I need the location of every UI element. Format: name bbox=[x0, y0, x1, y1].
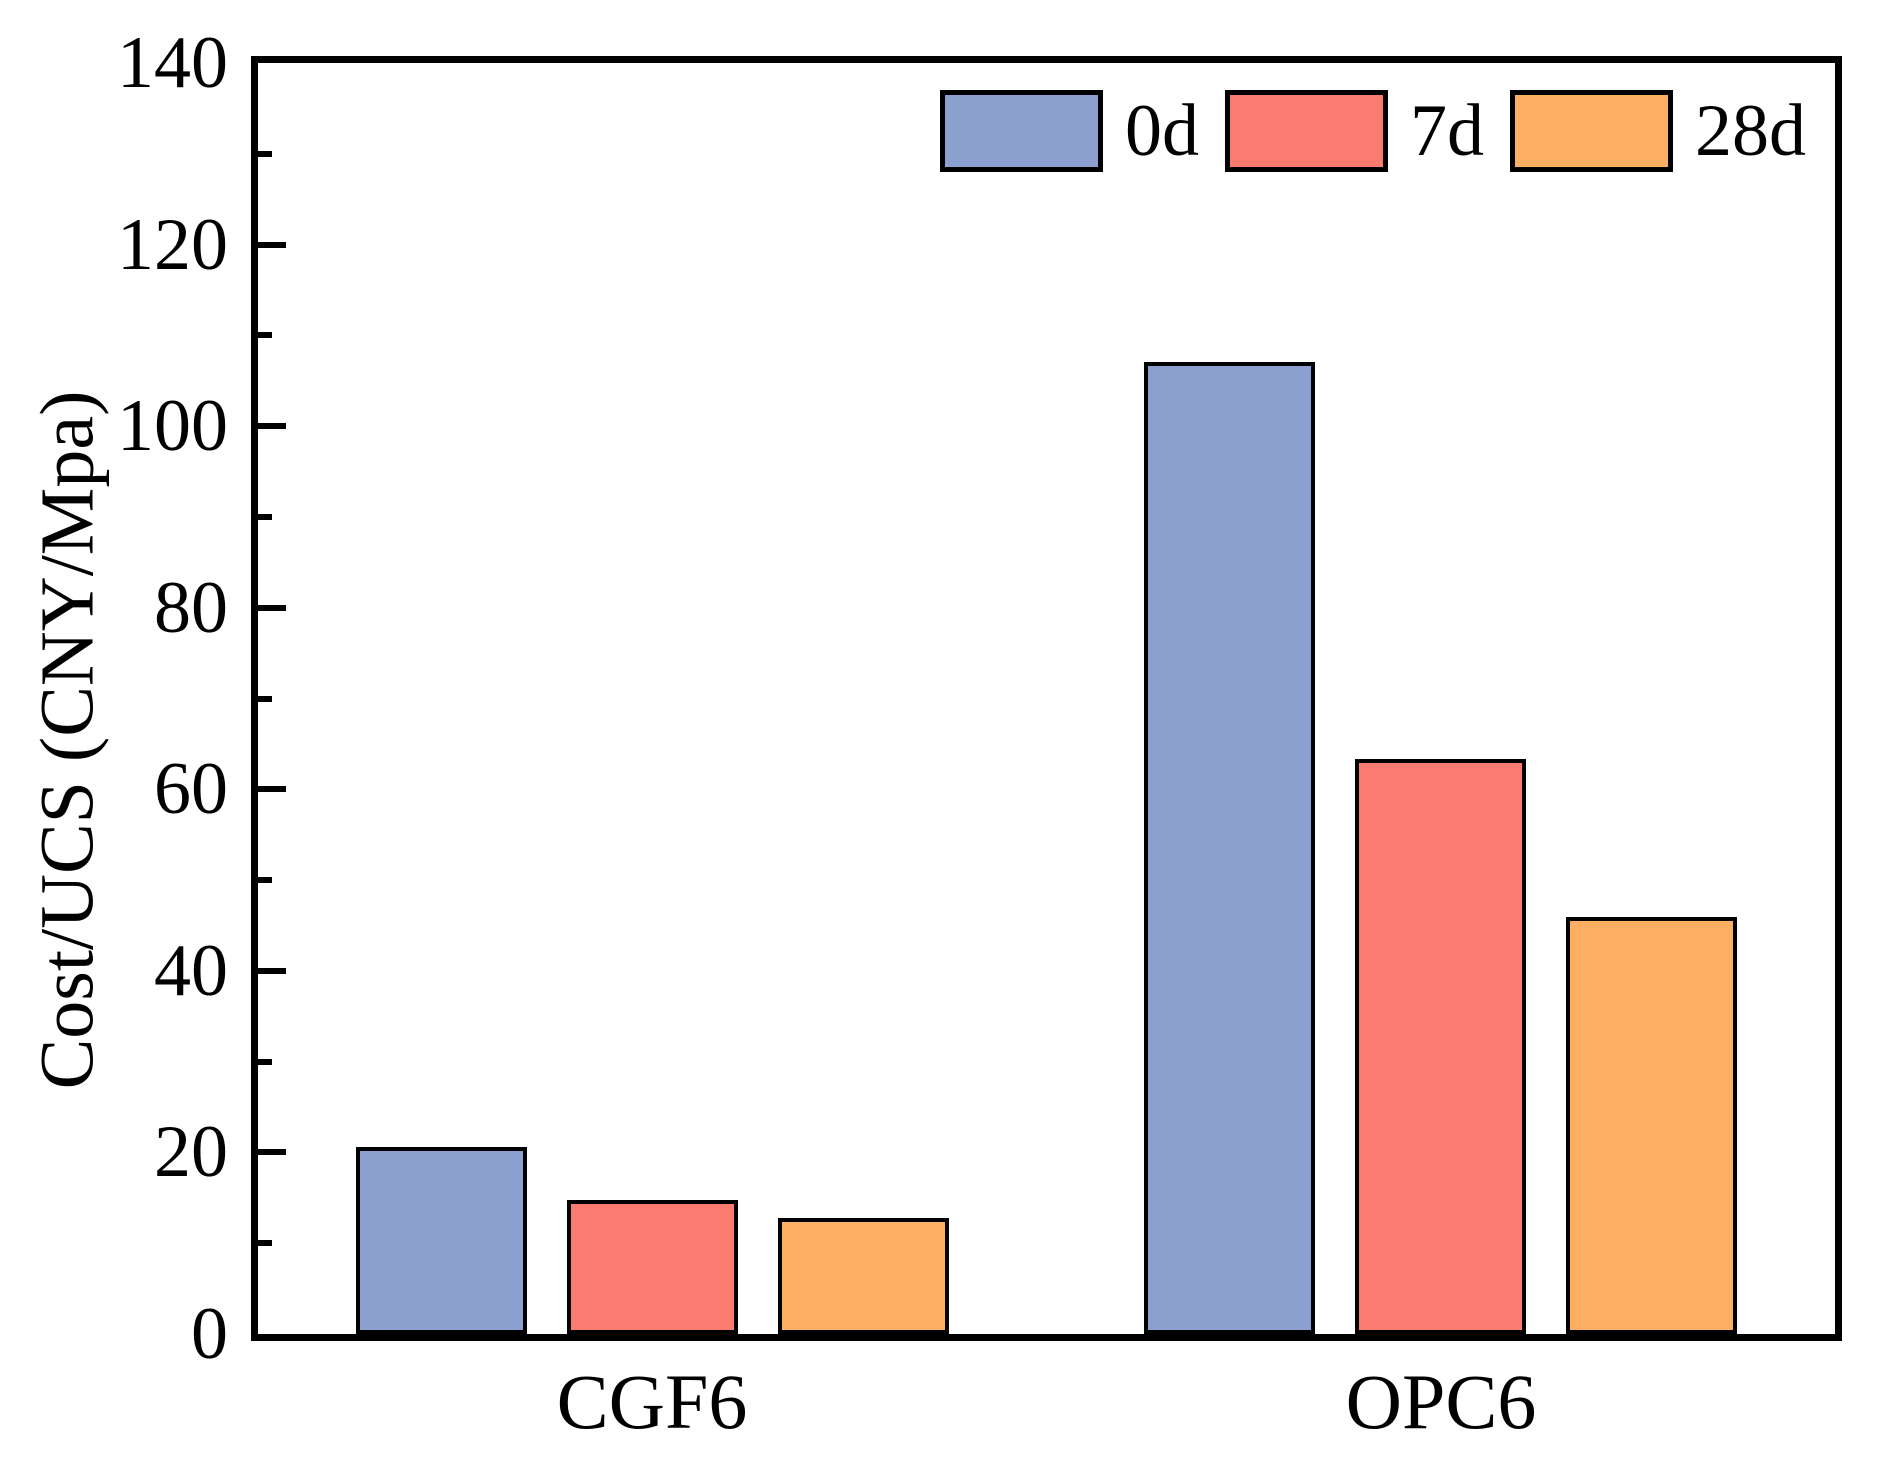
legend-swatch-0d bbox=[940, 90, 1103, 172]
y-axis-minor-tick bbox=[258, 332, 272, 338]
legend-item-7d: 7d bbox=[1225, 90, 1484, 172]
y-axis-tick-label: 120 bbox=[117, 204, 228, 286]
legend-label-28d: 28d bbox=[1695, 90, 1806, 172]
legend-swatch-28d bbox=[1510, 90, 1673, 172]
y-axis-tick-label: 60 bbox=[154, 748, 228, 830]
y-axis-major-tick bbox=[258, 1149, 286, 1155]
legend: 0d 7d 28d bbox=[940, 90, 1832, 172]
y-axis-minor-tick bbox=[258, 696, 272, 702]
plot-area bbox=[251, 56, 1842, 1341]
y-axis-tick-label: 100 bbox=[117, 385, 228, 467]
y-axis-tick-label: 80 bbox=[154, 567, 228, 649]
x-category-label-opc6: OPC6 bbox=[1345, 1358, 1537, 1445]
y-axis-minor-tick bbox=[258, 877, 272, 883]
y-axis-tick-label: 140 bbox=[117, 22, 228, 104]
y-axis-minor-tick bbox=[258, 1240, 272, 1246]
legend-label-7d: 7d bbox=[1410, 90, 1484, 172]
y-axis-major-tick bbox=[258, 786, 286, 792]
legend-item-0d: 0d bbox=[940, 90, 1199, 172]
y-axis-minor-tick bbox=[258, 151, 272, 157]
legend-item-28d: 28d bbox=[1510, 90, 1806, 172]
y-axis-minor-tick bbox=[258, 514, 272, 520]
y-axis-major-tick bbox=[258, 423, 286, 429]
y-axis-tick-label: 20 bbox=[154, 1111, 228, 1193]
y-axis-tick-label: 40 bbox=[154, 930, 228, 1012]
bar-cgf6-0d bbox=[356, 1147, 527, 1334]
y-axis-tick-label: 0 bbox=[191, 1293, 228, 1375]
bar-opc6-7d bbox=[1355, 759, 1526, 1334]
y-axis-minor-tick bbox=[258, 1059, 272, 1065]
y-axis-major-tick bbox=[258, 968, 286, 974]
y-axis-major-tick bbox=[258, 242, 286, 248]
bar-cgf6-28d bbox=[778, 1218, 949, 1334]
bar-opc6-0d bbox=[1144, 362, 1315, 1334]
bar-cgf6-7d bbox=[567, 1200, 738, 1334]
x-category-label-cgf6: CGF6 bbox=[556, 1358, 748, 1445]
legend-label-0d: 0d bbox=[1125, 90, 1199, 172]
bar-opc6-28d bbox=[1566, 917, 1737, 1334]
y-axis-major-tick bbox=[258, 605, 286, 611]
legend-swatch-7d bbox=[1225, 90, 1388, 172]
